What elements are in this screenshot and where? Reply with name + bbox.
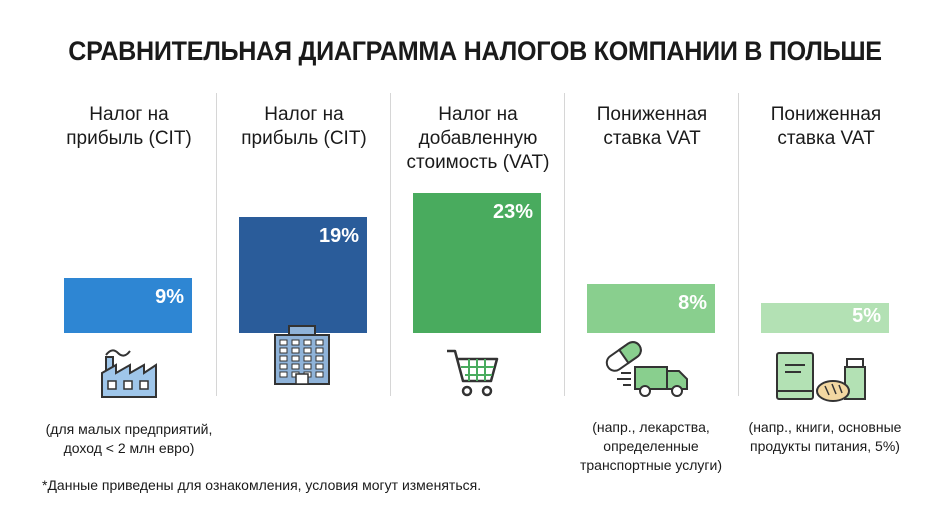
bar-value-label: 8% <box>678 292 707 315</box>
bar-value-label: 19% <box>318 225 359 248</box>
factory-icon <box>98 343 160 404</box>
bar-value-label: 5% <box>852 304 881 327</box>
footnote: *Данные приведены для ознакомления, усло… <box>42 477 482 493</box>
bar: 8% <box>587 284 715 333</box>
bar: 9% <box>64 278 192 333</box>
chart-title: СРАВНИТЕЛЬНАЯ ДИАГРАММА НАЛОГОВ КОМПАНИИ… <box>68 36 882 66</box>
office-building-icon <box>269 323 335 390</box>
shopping-cart-icon <box>445 347 501 404</box>
category-label: Налог на добавленную стоимость (VAT) <box>406 104 550 173</box>
category-note: (напр., книги, основные продукты питания… <box>748 419 902 454</box>
book-bread-bottle-icon <box>773 345 877 408</box>
chart-panel: Налог на прибыль (CIT) 19% <box>216 93 391 396</box>
bar: 19% <box>239 217 367 333</box>
bar: 23% <box>413 192 541 333</box>
chart-panel: Пониженная ставка VAT 8% <box>564 93 739 397</box>
bar: 5% <box>761 302 889 333</box>
category-label: Пониженная ставка VAT <box>770 104 882 149</box>
chart-panel: Налог на прибыль (CIT) 9% <box>42 93 216 398</box>
chart-panel: Пониженная ставка VAT 5% <box>738 93 913 402</box>
category-note: (напр., лекарства, определенные транспор… <box>579 419 723 473</box>
bar-value-label: 9% <box>155 286 184 309</box>
category-label: Налог на прибыль (CIT) <box>241 104 367 149</box>
category-label: Налог на прибыль (CIT) <box>66 104 192 149</box>
category-label: Пониженная ставка VAT <box>596 104 708 149</box>
chart-panel: Налог на добавленную стоимость (VAT) 23% <box>390 93 565 397</box>
pills-truck-icon <box>601 337 695 404</box>
bar-value-label: 23% <box>492 200 533 223</box>
category-note: (для малых предприятий, доход < 2 млн ев… <box>45 421 213 456</box>
